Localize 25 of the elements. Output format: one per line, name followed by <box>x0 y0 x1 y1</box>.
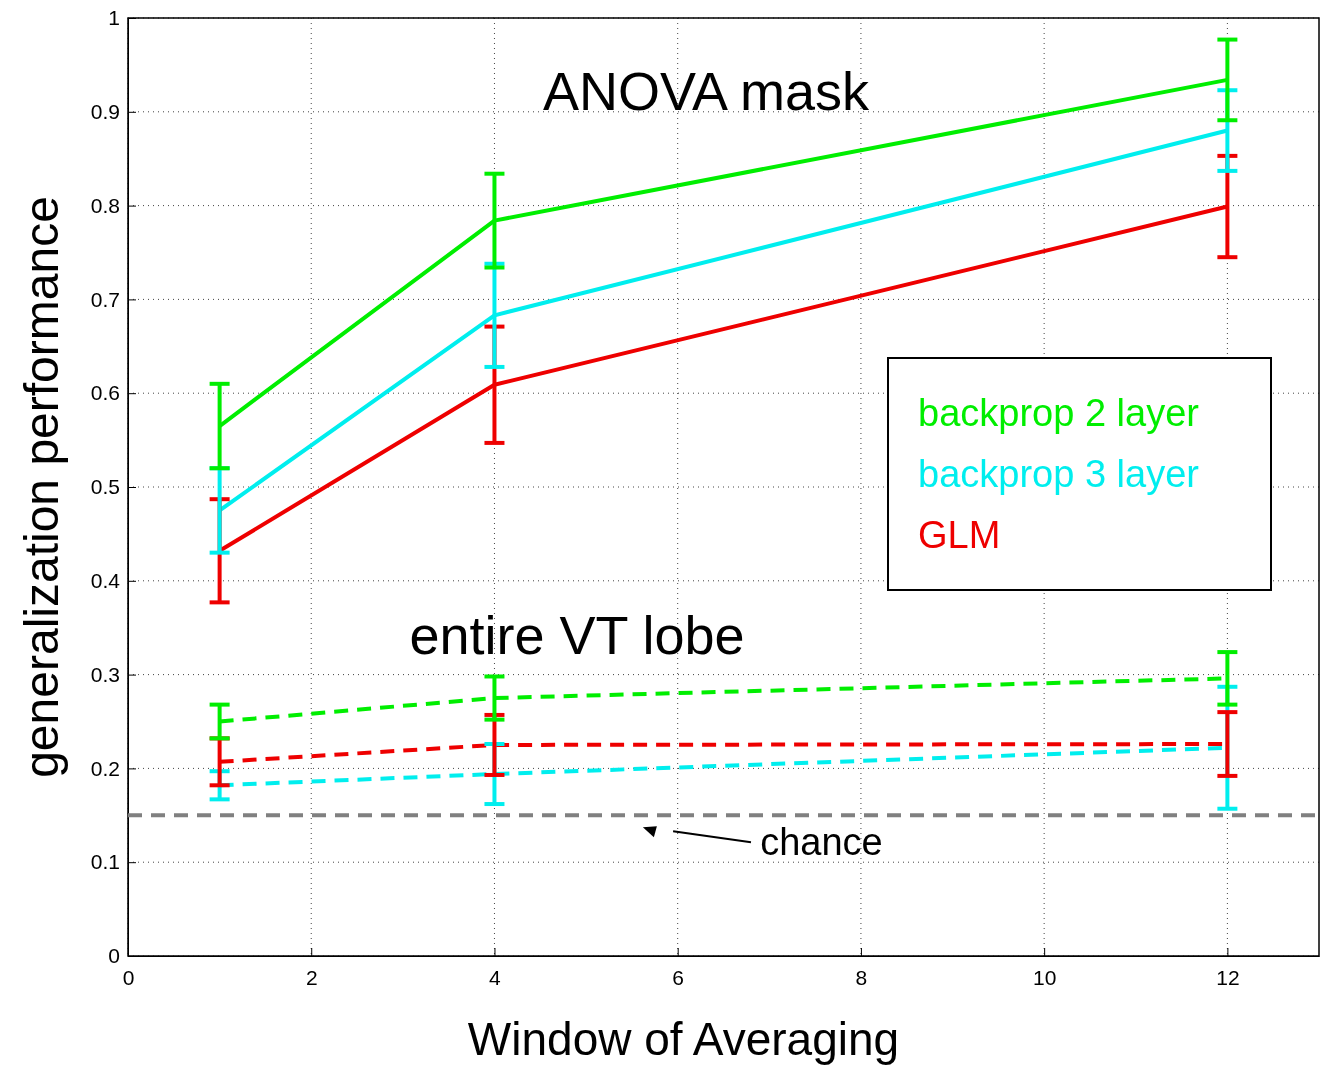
y-tick-label: 0.7 <box>90 287 120 311</box>
y-tick-label: 0 <box>108 944 120 968</box>
y-tick-label: 0.8 <box>90 193 120 217</box>
y-tick-label: 0.9 <box>90 100 120 124</box>
x-tick-label: 12 <box>1216 965 1240 989</box>
ref-line-label: chance <box>760 821 883 864</box>
y-tick-label: 0.6 <box>90 381 120 405</box>
y-axis-title: generalization performance <box>15 196 68 778</box>
y-tick-label: 0.3 <box>90 662 120 686</box>
y-tick-label: 0.2 <box>90 756 120 780</box>
text: backprop 3 layer <box>918 453 1200 495</box>
text: backprop 2 layer <box>918 392 1200 434</box>
y-tick-label: 0.1 <box>90 850 120 874</box>
x-tick-label: 6 <box>672 965 685 989</box>
x-tick-label: 8 <box>855 965 868 989</box>
y-tick-label: 0.5 <box>90 475 120 499</box>
annotation: ANOVA mask <box>542 61 871 121</box>
x-tick-label: 2 <box>305 965 318 989</box>
annotation: entire VT lobe <box>409 605 745 665</box>
y-tick-label: 1 <box>108 6 120 30</box>
x-tick-label: 4 <box>489 965 502 989</box>
x-tick-label: 10 <box>1032 965 1057 989</box>
x-axis-title: Window of Averaging <box>467 1013 900 1065</box>
y-tick-label: 0.4 <box>90 569 121 593</box>
text: GLM <box>918 514 1001 556</box>
